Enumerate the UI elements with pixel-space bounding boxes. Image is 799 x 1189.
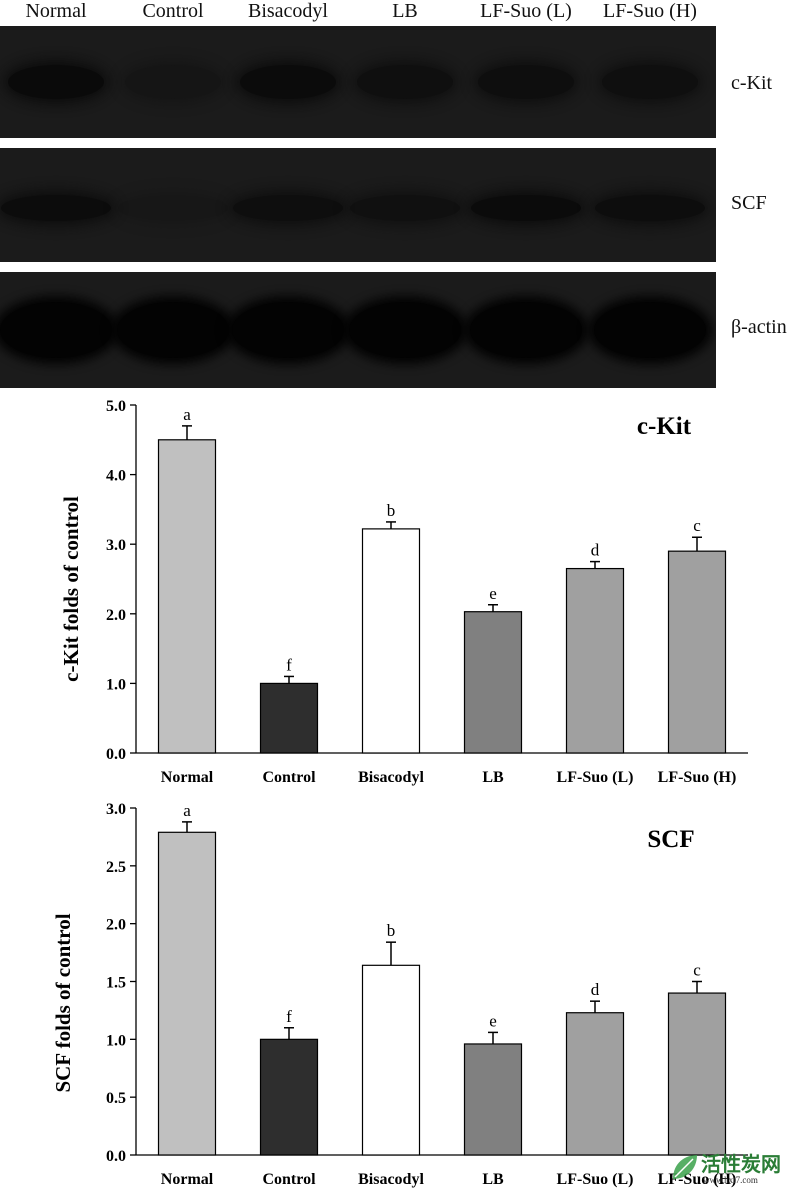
bar [157,439,217,754]
blot-panel-beta-actin [0,272,716,388]
blot-band [240,65,336,99]
bar [667,992,727,1156]
category-label: Normal [161,1171,214,1188]
category-label: Control [262,769,316,786]
blot-band [8,65,104,99]
lane-label-lf-suo-h: LF-Suo (H) [603,0,697,22]
significance-letter: b [387,501,396,520]
significance-letter: d [591,980,600,999]
significance-letter: c [693,961,701,980]
category-label: LF-Suo (L) [557,769,634,786]
lane-label-bisacodyl: Bisacodyl [248,0,328,22]
scf-chart-title: SCF [647,826,694,853]
bar [565,1012,625,1156]
y-tick-label: 1.0 [106,676,126,693]
y-tick-label: 4.0 [106,468,126,485]
blot-panel-scf [0,148,716,262]
significance-letter: f [286,655,292,674]
blot-band [357,65,453,99]
ckit-bar-chart: c-Kit folds of control c-Kit 0.0 1.0 2.0 3.… [59,398,748,786]
ckit-ylabel: c-Kit folds of control [59,496,83,682]
category-label: LF-Suo (H) [658,769,737,786]
category-label: Bisacodyl [358,769,424,786]
leaf-logo-icon [673,1155,697,1179]
significance-letter: c [693,516,701,535]
blot-label-scf: SCF [731,192,767,214]
lane-label-normal: Normal [25,0,87,22]
y-tick-label: 2.0 [106,917,126,934]
blot-label-beta-actin: β-actin [731,316,787,338]
blot-band [470,302,582,358]
blot-band [1,195,111,221]
y-tick-label: 0.0 [106,746,126,763]
blot-band [125,65,221,99]
watermark-text: 活性炭网 [701,1153,781,1176]
blot-panel-ckit [0,26,716,138]
lane-label-lf-suo-l: LF-Suo (L) [480,0,572,22]
scf-bar-chart: SCF folds of control SCF 0.0 0.5 1.0 1.5 2.0… [51,801,748,1188]
blot-band [232,302,344,358]
category-label: LB [482,769,504,786]
blot-band [350,195,460,221]
bar [157,831,217,1156]
y-tick-label: 3.0 [106,801,126,818]
blot-band [602,65,698,99]
scf-ylabel: SCF folds of control [51,913,75,1092]
y-tick-label: 1.5 [106,975,126,992]
category-label: LF-Suo (L) [557,1171,634,1188]
bar [463,1043,523,1156]
y-tick-label: 0.5 [106,1090,126,1107]
significance-letter: b [387,921,396,940]
blot-band [595,195,705,221]
blot-band [0,302,112,358]
blot-label-ckit: c-Kit [731,72,773,94]
blot-band [117,302,229,358]
significance-letter: a [183,405,191,424]
category-label: Normal [161,769,214,786]
category-label: LB [482,1171,504,1188]
blot-band [349,302,461,358]
category-label: Bisacodyl [358,1171,424,1188]
watermark-url: www.hxt7.com [703,1175,758,1185]
significance-letter: f [286,1007,292,1026]
watermark-logo: 活性炭网 www.hxt7.com [673,1153,781,1185]
lane-label-control: Control [142,0,204,22]
significance-letter: e [489,1011,497,1030]
category-label: Control [262,1171,316,1188]
significance-letter: d [591,541,600,560]
ckit-chart-title: c-Kit [637,413,692,440]
y-tick-label: 3.0 [106,537,126,554]
significance-letter: a [183,801,191,820]
significance-letter: e [489,584,497,603]
y-tick-label: 1.0 [106,1032,126,1049]
bar [565,567,625,754]
blot-band [233,195,343,221]
blot-band [118,195,228,221]
bar [259,682,319,754]
blot-band [478,65,574,99]
y-tick-label: 2.5 [106,859,126,876]
y-tick-label: 5.0 [106,398,126,415]
western-blot: Normal Control Bisacodyl LB LF-Suo (L) L… [0,0,799,392]
bar [259,1038,319,1156]
bar [463,611,523,754]
lane-label-lb: LB [392,0,418,22]
bar [361,964,421,1156]
bar [667,550,727,754]
y-tick-label: 0.0 [106,1148,126,1165]
bar [361,528,421,754]
blot-band [471,195,581,221]
y-tick-label: 2.0 [106,607,126,624]
blot-band [594,302,706,358]
